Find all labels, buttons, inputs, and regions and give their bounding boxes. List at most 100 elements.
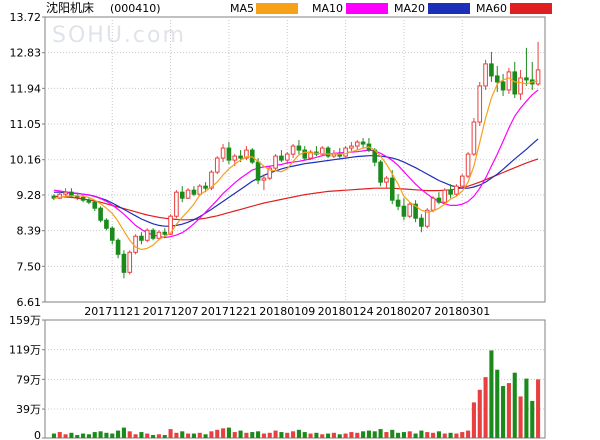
candle — [325, 146, 331, 159]
candle — [121, 250, 127, 279]
legend-label-ma20: MA20 — [394, 2, 425, 15]
stock-code: (000410) — [110, 2, 161, 15]
volume-bar — [180, 431, 185, 438]
candle — [535, 41, 541, 86]
volume-bar — [145, 433, 150, 438]
candle-body — [459, 175, 465, 187]
date-axis: 20171121 20171207 20171221 20180109 20180124… — [84, 305, 490, 318]
candle-body — [465, 153, 471, 177]
candle-body — [261, 177, 267, 181]
volume-bar — [197, 432, 202, 438]
volume-bar — [396, 432, 401, 438]
candle-body — [238, 155, 243, 159]
candle — [308, 150, 313, 161]
volume-bar — [244, 432, 249, 438]
candle-body — [162, 231, 168, 235]
candle — [92, 200, 98, 212]
candle-body — [436, 197, 442, 203]
candle — [430, 196, 436, 213]
volume-bar — [460, 432, 465, 438]
volume-bar — [174, 432, 179, 438]
volume-bar — [250, 432, 255, 438]
date-tick-label: 20180109 — [259, 305, 315, 318]
volume-bar — [127, 431, 132, 438]
volume-bar — [285, 432, 290, 438]
volume-bar — [442, 433, 447, 438]
date-tick-label: 20171221 — [201, 305, 257, 318]
volume-bar — [378, 429, 383, 438]
volume-tick-label: 79万 — [16, 373, 41, 386]
candle — [424, 208, 430, 229]
price-tick-label: 11.05 — [10, 118, 42, 131]
candle-body — [174, 191, 179, 217]
volume-bar — [116, 430, 121, 438]
candle — [150, 228, 156, 241]
candle-body — [179, 191, 185, 199]
volume-bar — [81, 433, 86, 438]
candle — [477, 81, 483, 127]
candle-body — [209, 171, 214, 189]
candle — [436, 192, 442, 205]
candle — [354, 140, 360, 151]
candle — [419, 214, 424, 233]
legend-swatch-ma10 — [346, 3, 388, 14]
volume-bar — [501, 386, 506, 438]
candle — [267, 166, 273, 181]
candle — [302, 146, 308, 161]
candle — [179, 186, 185, 203]
volume-bar — [256, 431, 261, 438]
volume-bar — [273, 430, 278, 438]
candle-body — [244, 149, 249, 159]
volume-bar — [483, 377, 488, 438]
volume-bar — [226, 427, 231, 438]
volume-bar — [156, 434, 161, 438]
candle — [506, 67, 512, 94]
volume-tick-label: 0 — [34, 429, 41, 440]
candle — [384, 176, 389, 189]
ma10-line — [53, 89, 539, 239]
candle-body — [273, 155, 278, 169]
candle-body — [308, 151, 313, 159]
candle-body — [121, 253, 127, 273]
watermark: SOHU.com — [52, 23, 186, 48]
candle-body — [63, 191, 68, 195]
volume-bar — [75, 435, 80, 438]
candle-body — [489, 63, 494, 77]
volume-bar — [151, 435, 156, 438]
volume-bar — [343, 433, 348, 438]
volume-bar — [203, 434, 208, 438]
volume-bar — [209, 431, 214, 438]
volume-bar — [267, 432, 272, 438]
candle — [296, 140, 302, 155]
candle — [255, 158, 261, 185]
candle-body — [389, 177, 395, 201]
candle-body — [524, 77, 529, 81]
candle-body — [331, 153, 337, 157]
ma5-line — [53, 77, 539, 251]
volume-axis: 159万 119万 79万 39万 0 — [9, 314, 45, 440]
price-tick-label: 6.61 — [17, 296, 42, 309]
volume-bar — [454, 433, 459, 438]
legend-label-ma5: MA5 — [230, 2, 254, 15]
candle — [494, 65, 500, 92]
candle-body — [518, 77, 523, 95]
candle-body — [255, 161, 261, 181]
candle-body — [378, 161, 383, 183]
candle — [249, 148, 255, 165]
volume-bar — [296, 429, 301, 438]
volume-bar — [221, 428, 226, 438]
candle-body — [477, 85, 483, 123]
candle-body — [500, 81, 506, 91]
volume-bar — [466, 430, 471, 438]
volume-bar — [279, 432, 284, 438]
volume-bar — [477, 389, 482, 438]
candle — [395, 194, 401, 211]
volume-bar — [436, 431, 441, 438]
candle-body — [442, 189, 448, 203]
volume-bar — [86, 434, 91, 438]
candle-body — [226, 147, 232, 161]
candle-body — [156, 231, 162, 239]
candle — [442, 188, 448, 205]
candle-body — [92, 201, 98, 209]
